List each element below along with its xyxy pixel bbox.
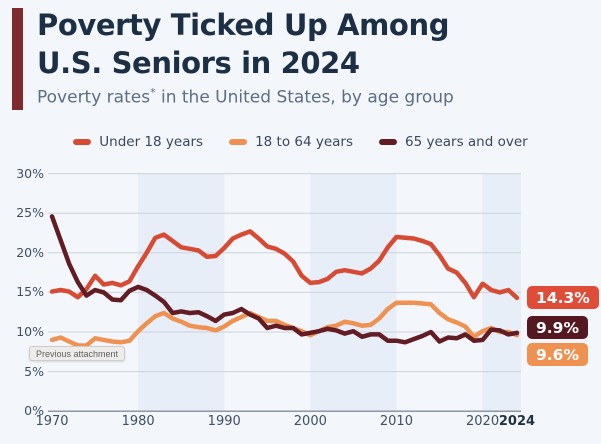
title-line-1: Poverty Ticked Up Among [37,8,450,42]
value-badge-9.9: 9.9% [527,316,588,339]
chart-subtitle: Poverty rates* in the United States, by … [37,86,587,108]
legend-label-18-to-64: 18 to 64 years [255,134,353,150]
line-18-to-64-years [49,300,520,348]
x-axis-label-1970: 1970 [35,414,69,429]
page-title: Poverty Ticked Up Among U.S. Seniors in … [37,6,577,82]
y-axis-label: 30% [16,165,44,181]
legend-swatch-under-18 [73,139,92,145]
x-axis-label-2010: 2010 [379,414,413,429]
x-axis-label-1990: 1990 [207,414,241,429]
y-axis-label: 5% [24,363,44,379]
y-axis-label: 25% [16,205,44,221]
value-badge-9.6: 9.6% [527,343,588,366]
legend-item-65-and-over: 65 years and over [379,134,528,150]
y-axis-label: 0% [24,403,44,419]
x-axis-label-2000: 2000 [293,414,327,429]
legend-label-under-18: Under 18 years [99,134,204,150]
title-line-2: U.S. Seniors in 2024 [37,46,360,80]
y-axis-label: 10% [16,324,44,339]
legend-item-under-18: Under 18 years [73,134,203,150]
line-65-years-and-over [49,214,520,345]
y-axis-label: 15% [16,284,44,300]
chart-legend: Under 18 years 18 to 64 years 65 years a… [0,131,601,153]
line-under-18-years [49,229,520,301]
x-axis-label-2024: 2024 [498,414,536,429]
x-axis-label-2020: 2020 [466,414,500,429]
previous-attachment-tooltip: Previous attachment [29,346,126,361]
x-axis-label-1980: 1980 [121,414,155,429]
footnote-asterisk: * [150,86,156,99]
legend-swatch-18-to-64 [229,139,248,145]
legend-label-65-and-over: 65 years and over [405,134,528,150]
subtitle-text: Poverty rates [37,87,151,108]
legend-swatch-65-and-over [379,139,397,145]
title-accent-bar [12,8,23,110]
y-axis-label: 20% [16,244,44,260]
subtitle-text-cont: in the United States, by age group [155,87,454,108]
value-badge-14.3: 14.3% [527,286,599,309]
legend-item-18-to-64: 18 to 64 years [229,134,353,150]
